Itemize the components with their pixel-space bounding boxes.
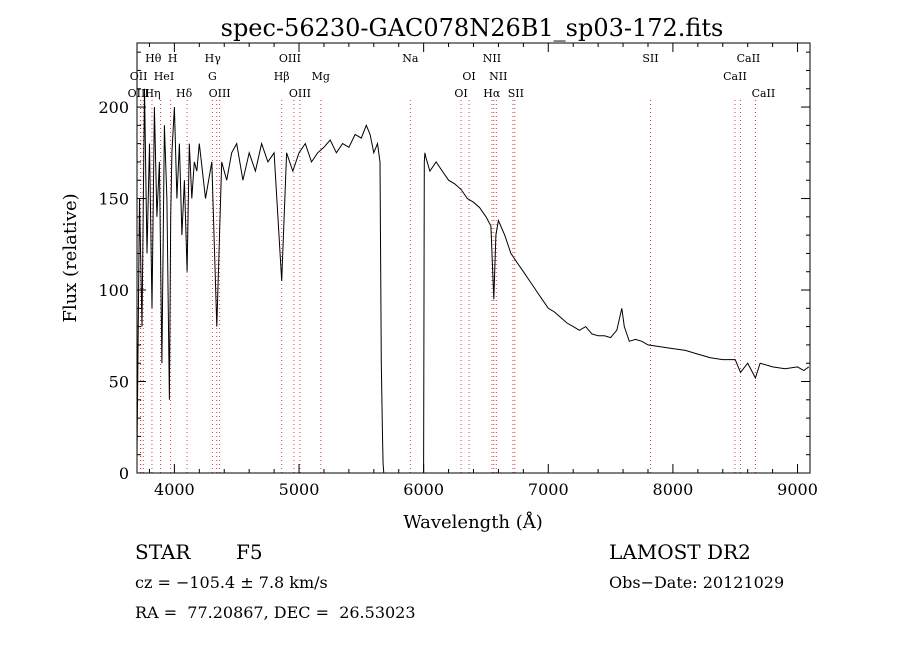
x-tick-label: 4000 (154, 480, 195, 499)
obs-date: Obs−Date: 20121029 (609, 573, 785, 592)
line-label: Hγ (205, 52, 222, 65)
x-tick-label: 8000 (653, 480, 694, 499)
line-label: NII (483, 52, 501, 65)
line-label: Mg (312, 70, 330, 83)
x-axis-ticks: 4000 5000 6000 7000 8000 9000 (148, 43, 818, 499)
line-label: Hθ (145, 52, 162, 65)
y-tick-label: 0 (119, 464, 129, 483)
line-label: OIII (279, 52, 301, 65)
x-tick-label: 5000 (279, 480, 320, 499)
line-label: SII (642, 52, 658, 65)
coordinates-readout: RA = 77.20867, DEC = 26.53023 (135, 603, 416, 622)
spectrum-line (136, 88, 810, 474)
line-label: OIII (289, 87, 311, 100)
line-label: Hβ (274, 70, 290, 83)
line-label: CaII (737, 52, 761, 65)
line-label: Hα (483, 87, 501, 100)
line-label: Hη (144, 87, 160, 100)
line-label: Na (402, 52, 419, 65)
line-label: SII (508, 87, 524, 100)
line-label: CaII (723, 70, 747, 83)
y-tick-label: 100 (98, 281, 129, 300)
line-label: H (168, 52, 178, 65)
x-axis-label: Wavelength (Å) (403, 511, 543, 533)
object-class: STAR (135, 540, 191, 564)
line-label: OII (130, 70, 148, 83)
object-subclass: F5 (236, 540, 263, 564)
y-tick-label: 150 (98, 190, 129, 209)
y-axis-ticks: 0 50 100 150 200 (98, 51, 810, 483)
y-axis-label: Flux (relative) (60, 193, 81, 322)
chart-title: spec-56230-GAC078N26B1_sp03-172.fits (221, 14, 724, 42)
spectral-line-markers (140, 100, 756, 473)
line-label: CaII (752, 87, 776, 100)
redshift-readout: cz = −105.4 ± 7.8 km/s (135, 573, 328, 592)
line-label: OI (462, 70, 475, 83)
y-tick-label: 50 (109, 373, 129, 392)
line-label: OIII (209, 87, 231, 100)
line-label: Hδ (176, 87, 193, 100)
x-tick-label: 7000 (528, 480, 569, 499)
line-label: HeI (154, 70, 174, 83)
plot-frame (136, 42, 811, 474)
spectral-line-labels: OIIOIIIHθHeIHηHHδGHγOIIIHβOIIIOIIIMgNaOI… (128, 52, 776, 100)
x-tick-label: 6000 (403, 480, 444, 499)
line-label: G (208, 70, 217, 83)
line-label: NII (489, 70, 507, 83)
y-tick-label: 200 (98, 98, 129, 117)
x-tick-label: 9000 (777, 480, 818, 499)
line-label: OI (454, 87, 467, 100)
survey-name: LAMOST DR2 (609, 540, 751, 564)
